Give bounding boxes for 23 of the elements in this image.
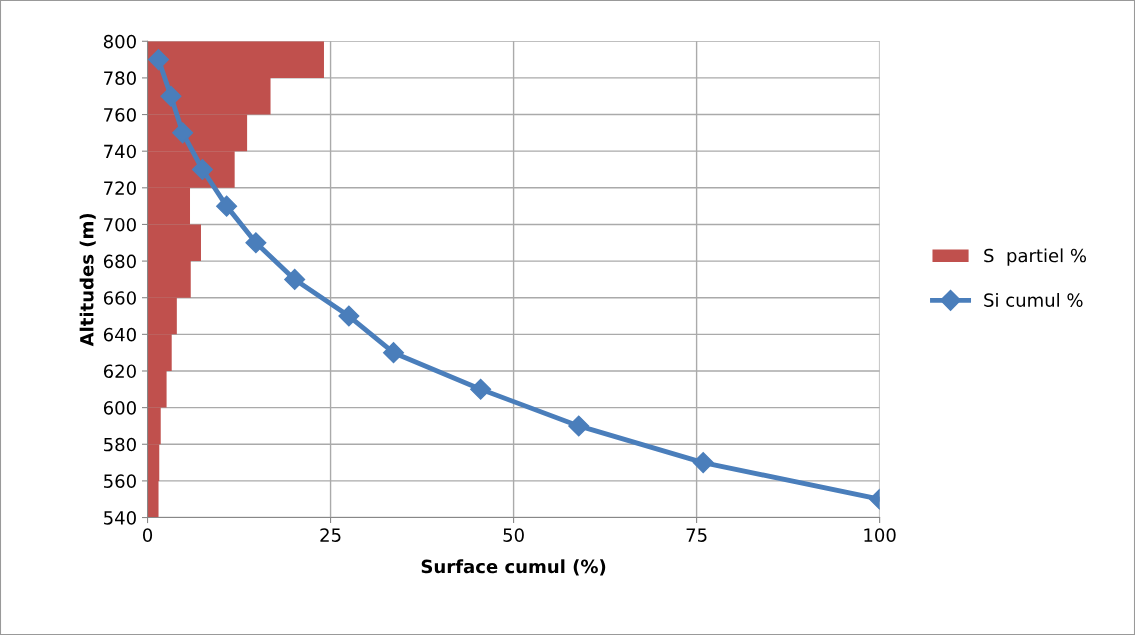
y-tick-label: 680 bbox=[103, 254, 136, 269]
y-tick-label: 660 bbox=[103, 291, 136, 305]
y-tick-label: 780 bbox=[104, 71, 136, 86]
y-tick-label: 740 bbox=[104, 144, 136, 159]
y-tick-label: 700 bbox=[104, 217, 136, 232]
x-tick-label: 0 bbox=[143, 528, 153, 542]
y-tick-label: 800 bbox=[103, 34, 136, 49]
y-tick-label: 540 bbox=[104, 510, 136, 525]
x-tick-label: 75 bbox=[686, 528, 707, 542]
y-tick-label: 760 bbox=[104, 108, 136, 122]
y-axis-title: Altitudes (m) bbox=[79, 213, 96, 347]
x-axis-title: Surface cumul (%) bbox=[421, 559, 606, 576]
y-tick-label: 640 bbox=[103, 327, 136, 342]
x-tick-label: 25 bbox=[320, 528, 341, 542]
y-tick-label: 560 bbox=[104, 474, 136, 489]
y-tick-label: 620 bbox=[103, 364, 136, 379]
x-tick-label: 50 bbox=[503, 528, 524, 542]
x-tick-label: 100 bbox=[864, 528, 896, 542]
y-tick-label: 720 bbox=[104, 181, 136, 195]
legend-label: S partiel % bbox=[984, 248, 1087, 266]
legend-label: Si cumul % bbox=[984, 292, 1083, 307]
y-tick-label: 580 bbox=[104, 437, 136, 452]
y-tick-label: 600 bbox=[103, 401, 136, 415]
